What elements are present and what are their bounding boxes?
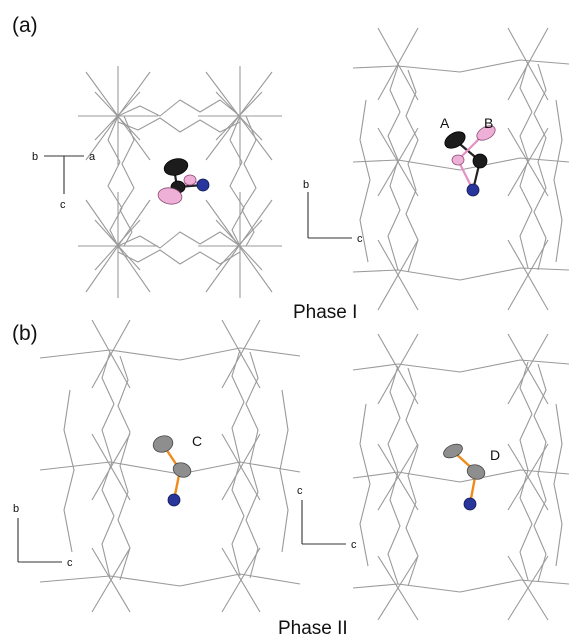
carbon-atom-gray [172,462,192,478]
axis-label-c: c [351,539,357,551]
axis-label-a: a [89,151,96,163]
carbon-atom-black [472,153,488,169]
nitrogen-atom [167,493,181,507]
framework-cage-bottom-right [352,333,569,621]
axis-label-b: b [303,179,309,191]
axis-indicator-top-right [307,192,352,239]
disordered-molecule-top-right [444,125,496,197]
panel-label-a: (a) [12,14,38,37]
carbon-atom-gray [466,464,486,480]
axis-label-c: c [60,199,66,211]
axis-label-c: c [67,557,73,569]
carbon-atom-pink [157,187,183,205]
site-label-C: C [192,433,202,449]
site-label-A: A [440,115,450,131]
axis-indicator-bottom-left [17,518,62,563]
framework-cage-bottom-left [39,319,301,613]
phase-I-label: Phase I [293,302,357,323]
axis-label-b: b [13,503,19,515]
disordered-molecule-top-left [157,158,210,205]
ordered-molecule-D [443,443,486,511]
nitrogen-atom [196,178,210,192]
phase-II-label: Phase II [278,618,348,639]
axis-indicator-top-left [44,155,84,194]
framework-cage-top-right [352,27,569,311]
carbon-atom-gray [443,443,463,459]
carbon-atom-gray [152,435,174,453]
carbon-atom-A [444,131,466,149]
axis-label-b: b [32,151,38,163]
carbon-atom-pink [451,154,465,166]
ordered-molecule-C [152,435,192,507]
carbon-atom-black [163,158,189,176]
axis-indicator-bottom-right [301,500,346,545]
nitrogen-atom [466,183,480,197]
carbon-atom-pink [183,174,197,186]
framework-cage-top-left [78,66,282,298]
panel-label-b: (b) [12,322,38,345]
axis-label-c: c [297,485,303,497]
site-label-B: B [484,115,493,131]
site-label-D: D [490,447,500,463]
nitrogen-atom [463,497,477,511]
carbon-atom-B [476,125,496,141]
axis-label-c: c [357,233,363,245]
